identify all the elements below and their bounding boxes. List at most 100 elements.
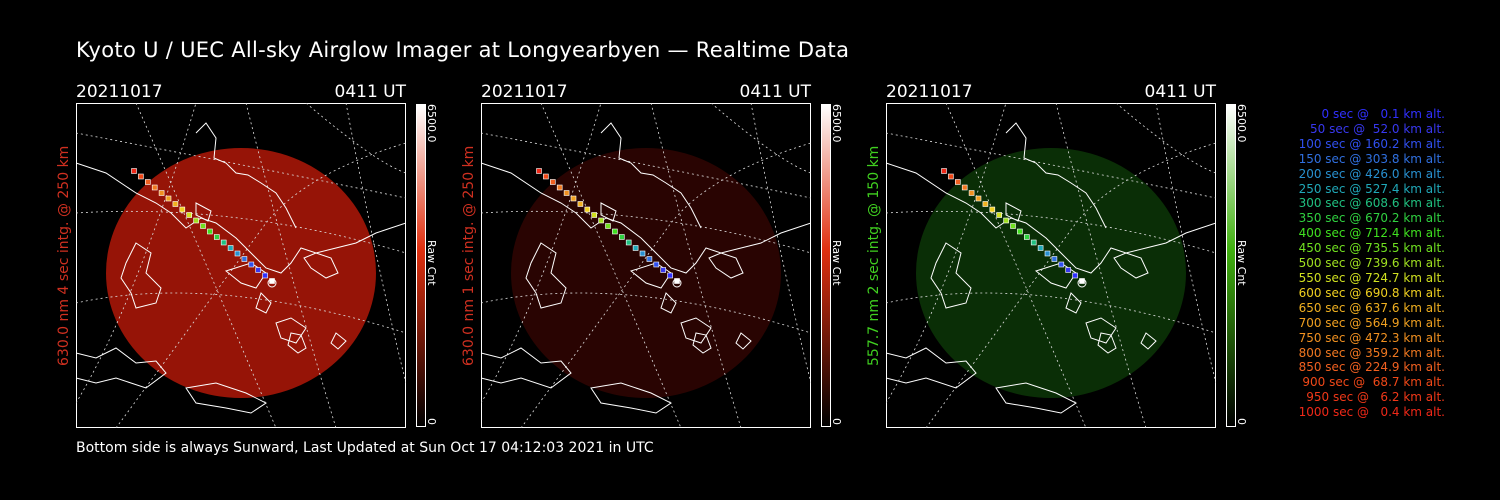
track-marker (625, 239, 632, 246)
legend-entry: 200 sec @ 426.0 km alt. (1298, 166, 1445, 181)
track-marker (591, 212, 597, 218)
panel-ylabel: 630.0 nm 1 sec intg. @ 250 km (461, 145, 477, 366)
track-marker (556, 184, 563, 191)
colorbar-max: 6500.0 (830, 104, 843, 143)
track-marker (536, 168, 542, 174)
panel-ylabel: 630.0 nm 4 sec intg. @ 250 km (56, 145, 72, 366)
colorbar-unit: Raw Cnt (1235, 240, 1248, 286)
legend-entry: 0 sec @ 0.1 km alt. (1321, 107, 1446, 121)
legend-entry: 100 sec @ 160.2 km alt. (1298, 136, 1445, 151)
track-marker (968, 190, 975, 196)
legend-entry: 650 sec @ 637.6 km alt. (1298, 300, 1445, 315)
track-marker (598, 217, 604, 224)
track-marker (1058, 261, 1065, 268)
track-marker (996, 212, 1002, 218)
image-panel-3: 20211017 0411 UT (886, 82, 1216, 428)
image-panel-2: 20211017 0411 UT (481, 82, 811, 428)
observatory-marker (1077, 278, 1087, 288)
allsky-map (481, 103, 811, 428)
legend-entry: 250 sec @ 527.4 km alt. (1298, 181, 1445, 196)
legend-entry: 350 sec @ 670.2 km alt. (1298, 211, 1445, 226)
colorbar-max: 6500.0 (425, 104, 438, 143)
panel-ylabel: 557.7 nm 2 sec intg. @ 150 km (866, 145, 882, 366)
track-marker (632, 245, 639, 251)
track-marker (948, 173, 954, 180)
track-marker (653, 261, 660, 268)
track-marker (234, 250, 241, 257)
track-marker (1030, 239, 1037, 246)
legend-entry: 1000 sec @ 0.4 km alt. (1298, 405, 1445, 420)
track-marker (955, 179, 961, 185)
panel-date: 20211017 (886, 82, 973, 102)
track-marker (131, 168, 137, 174)
legend-entry: 450 sec @ 735.5 km alt. (1298, 241, 1445, 256)
legend-entry: 850 sec @ 224.9 km alt. (1298, 360, 1445, 375)
colorbar (821, 104, 831, 427)
allsky-map (886, 103, 1216, 428)
legend-entry: 950 sec @ 6.2 km alt. (1306, 390, 1445, 405)
track-marker (605, 223, 611, 229)
panel-time: 0411 UT (1144, 82, 1217, 102)
track-marker (619, 234, 625, 240)
colorbar (416, 104, 426, 427)
legend-entry: 300 sec @ 608.6 km alt. (1298, 196, 1445, 211)
track-marker (1072, 272, 1078, 279)
track-marker (660, 267, 666, 273)
track-marker (1003, 217, 1009, 224)
track-marker (172, 201, 179, 207)
track-marker (584, 206, 591, 213)
track-marker (1037, 245, 1044, 251)
track-marker (1024, 234, 1030, 240)
colorbar-min: 0 (830, 418, 843, 425)
observatory-marker (267, 278, 277, 288)
track-marker (193, 217, 199, 224)
panel-time: 0411 UT (739, 82, 812, 102)
track-marker (639, 250, 646, 257)
track-marker (248, 261, 255, 268)
track-marker (165, 195, 172, 202)
track-marker (138, 173, 144, 180)
track-marker (200, 223, 206, 229)
legend-entry: 550 sec @ 724.7 km alt. (1298, 270, 1445, 285)
footer-note: Bottom side is always Sunward, Last Upda… (76, 440, 654, 456)
track-marker (227, 245, 234, 251)
track-marker (550, 179, 556, 185)
legend-entry: 750 sec @ 472.3 km alt. (1298, 330, 1445, 345)
allsky-map (76, 103, 406, 428)
track-marker (158, 190, 165, 196)
legend-entry: 50 sec @ 52.0 km alt. (1310, 121, 1445, 136)
track-marker (646, 256, 653, 262)
image-panel-1: 20211017 0411 UT (76, 82, 406, 428)
track-marker (612, 228, 618, 235)
legend-entry: 600 sec @ 690.8 km alt. (1298, 285, 1445, 300)
track-marker (145, 179, 151, 185)
track-marker (241, 256, 248, 262)
observatory-marker (672, 278, 682, 288)
track-marker (570, 195, 577, 202)
track-marker (563, 190, 570, 196)
panel-date: 20211017 (76, 82, 163, 102)
track-marker (214, 234, 220, 240)
track-marker (1010, 223, 1016, 229)
legend-entry: 900 sec @ 68.7 km alt. (1302, 375, 1445, 390)
colorbar-unit: Raw Cnt (425, 240, 438, 286)
colorbar-min: 0 (1235, 418, 1248, 425)
track-marker (1065, 267, 1071, 273)
track-marker (1044, 250, 1051, 257)
panel-date: 20211017 (481, 82, 568, 102)
legend-entry: 700 sec @ 564.9 km alt. (1298, 315, 1445, 330)
track-marker (220, 239, 227, 246)
track-marker (186, 212, 192, 218)
legend-entry: 150 sec @ 303.8 km alt. (1298, 151, 1445, 166)
page-title: Kyoto U / UEC All-sky Airglow Imager at … (76, 38, 850, 62)
track-marker (543, 173, 549, 180)
colorbar (1226, 104, 1236, 427)
track-marker (577, 201, 584, 207)
legend-entry: 800 sec @ 359.2 km alt. (1298, 345, 1445, 360)
colorbar-unit: Raw Cnt (830, 240, 843, 286)
track-marker (207, 228, 213, 235)
track-marker (1017, 228, 1023, 235)
track-marker (941, 168, 947, 174)
track-marker (667, 272, 673, 279)
colorbar-min: 0 (425, 418, 438, 425)
